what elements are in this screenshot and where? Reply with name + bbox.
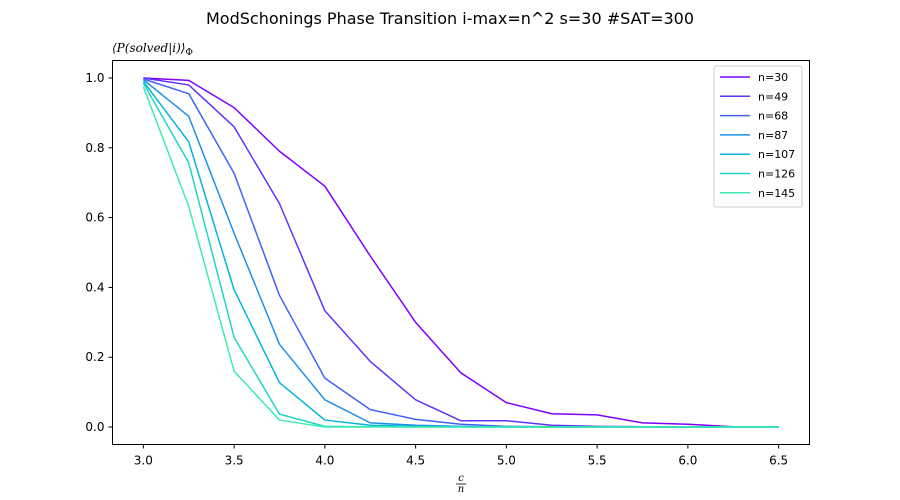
legend-label-n=126: n=126	[758, 168, 795, 181]
legend-label-n=49: n=49	[758, 90, 788, 103]
x-tick-label-1: 3.5	[225, 454, 244, 468]
y-axis-label: ⟨P(solved|i)⟩Φ	[112, 41, 193, 58]
x-axis-label: c n	[456, 473, 466, 495]
legend: n=30 n=49 n=68 n=87 n=107 n=126 n=145	[713, 65, 803, 208]
legend-box	[713, 65, 803, 208]
series-line-n=145	[142, 86, 779, 428]
x-tick-label-5: 5.5	[588, 454, 607, 468]
x-tick-label-2: 4.0	[315, 454, 334, 468]
x-tick-label-3: 4.5	[406, 454, 425, 468]
y-tick-label-0: 0.0	[85, 420, 104, 434]
x-axis-label-denominator: n	[458, 484, 464, 495]
legend-label-n=145: n=145	[758, 187, 795, 200]
legend-label-n=68: n=68	[758, 110, 788, 123]
plot-area-frame	[112, 60, 810, 445]
y-axis-label-main: ⟨P(solved|i)⟩	[112, 41, 185, 55]
series-line-n=87	[142, 79, 779, 428]
x-tick-label-6: 6.0	[678, 454, 697, 468]
x-tick-label-0: 3.0	[134, 454, 153, 468]
legend-label-n=30: n=30	[758, 71, 788, 84]
chart-title: ModSchonings Phase Transition i-max=n^2 …	[206, 9, 694, 28]
legend-label-n=87: n=87	[758, 129, 788, 142]
series-line-n=49	[143, 77, 779, 428]
x-tick-label-4: 5.0	[497, 454, 516, 468]
y-tick-label-2: 0.4	[85, 280, 104, 294]
y-tick-label-5: 1.0	[85, 71, 104, 85]
x-axis-label-numerator: c	[458, 473, 464, 484]
series-line-n=68	[143, 78, 779, 428]
y-tick-label-3: 0.6	[85, 211, 104, 225]
x-tick-label-7: 6.5	[769, 454, 788, 468]
series-line-n=30	[143, 77, 779, 428]
ticks-layer: 3.0 3.5 4.0 4.5 5.0 5.5 6.0 6.5 0.0 0.2 0.4 0.6 0.8 1…	[85, 71, 788, 468]
y-tick-label-1: 0.2	[85, 350, 104, 364]
series-layer	[142, 77, 779, 428]
legend-label-n=107: n=107	[758, 148, 795, 161]
y-axis-label-subscript: Φ	[185, 48, 192, 58]
y-tick-label-4: 0.8	[85, 141, 104, 155]
